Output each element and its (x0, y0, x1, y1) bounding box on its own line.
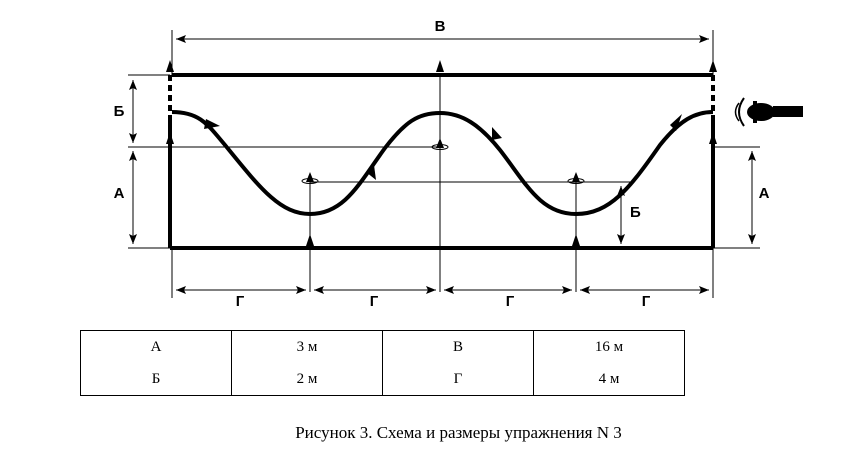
reference-lines (171, 75, 714, 298)
cone-marker-left-gate (166, 132, 174, 144)
figure-caption: Рисунок 3. Схема и размеры упражнения N … (295, 423, 622, 442)
table-cell: 16 м (533, 330, 685, 363)
label-g-3: Г (506, 293, 515, 310)
court-outline (168, 73, 715, 250)
cone-markers (166, 60, 717, 246)
dimension-right (713, 146, 760, 249)
table-cell: Г (382, 363, 534, 396)
exercise-diagram: В Б А А Б Г Г Г Г (114, 18, 803, 310)
cone-marker-bottom-1 (306, 234, 314, 246)
label-g-1: Г (236, 293, 245, 310)
serpentine-path (171, 110, 714, 217)
label-g-4: Г (642, 293, 651, 310)
label-inner-b: Б (630, 204, 641, 221)
label-left-b: Б (114, 103, 125, 120)
cone-marker-right-gate (709, 132, 717, 144)
label-left-a: А (114, 185, 125, 202)
dimension-left (128, 74, 440, 249)
table-cell: 2 м (231, 363, 383, 396)
cone-marker-lower-left (301, 172, 319, 184)
cone-marker-top-left (166, 60, 174, 72)
table-cell: В (382, 330, 534, 363)
arrowhead-3 (366, 165, 376, 180)
table-cell: А (80, 330, 232, 363)
cone-marker-upper-center (431, 138, 449, 150)
direction-arrows (204, 114, 682, 180)
arrowhead-1 (670, 114, 682, 131)
cone-marker-top-center (436, 60, 444, 72)
label-right-a: А (759, 185, 770, 202)
table-cell: 4 м (533, 363, 685, 396)
table-row: А 3 м В 16 м (80, 330, 685, 363)
label-width-v: В (435, 18, 446, 35)
cone-marker-top-right (709, 60, 717, 72)
arrowhead-2 (492, 127, 502, 140)
arrowhead-4 (204, 119, 220, 129)
motorcycle-icon (734, 97, 803, 127)
table-cell: 3 м (231, 330, 383, 363)
dimensions-table: А 3 м В 16 м Б 2 м Г 4 м (80, 330, 685, 396)
cone-marker-bottom-2 (572, 234, 580, 246)
table-row: Б 2 м Г 4 м (80, 363, 685, 396)
cone-marker-lower-right (567, 172, 585, 184)
label-g-2: Г (370, 293, 379, 310)
table-cell: Б (80, 363, 232, 396)
